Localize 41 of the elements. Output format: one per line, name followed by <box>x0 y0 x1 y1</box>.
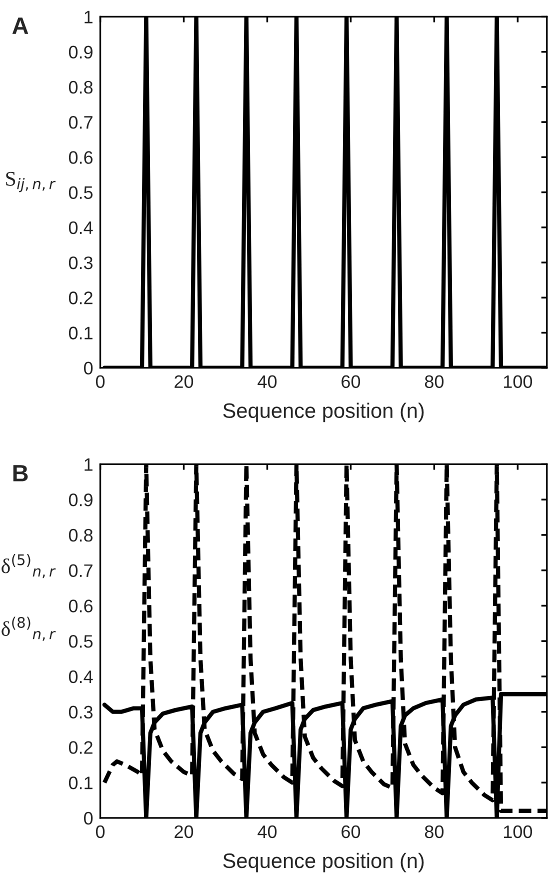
x-tick-label: 100 <box>504 375 532 388</box>
x-tick-label: 100 <box>504 825 532 838</box>
y-tick-label: 1 <box>84 10 92 24</box>
y-tick-label: 0.6 <box>68 151 93 164</box>
x-tick-label: 60 <box>342 825 360 838</box>
x-tick-label: 80 <box>424 375 444 388</box>
x-axis-title: Sequence position (n) <box>223 852 424 872</box>
y-tick-label: 0.3 <box>68 256 93 270</box>
x-tick-label: 0 <box>96 375 105 388</box>
y-tick-label: 0.1 <box>68 326 92 340</box>
x-tick-label: 20 <box>174 825 194 838</box>
x-tick-label: 40 <box>258 375 277 388</box>
text: δ$^{(5)}$$_{n,r}$ δ$^{(8)}$$_{n,r}$ <box>2 554 56 641</box>
y-tick-label: 0.1 <box>68 776 92 790</box>
y-tick-label: 0.7 <box>68 564 92 578</box>
y-tick-label: 0.3 <box>68 706 93 719</box>
y-tick-label: 1 <box>84 458 92 471</box>
y-tick-label: 0.7 <box>68 116 92 129</box>
y-axis-title: S$_{ij,n,r}$ <box>6 172 56 192</box>
y-tick-label: 0.5 <box>68 635 93 648</box>
y-tick-label: 0.2 <box>68 741 92 754</box>
y-tick-label: 0.6 <box>68 600 93 612</box>
y-tick-label: 0.9 <box>68 494 92 506</box>
x-tick-label: 20 <box>174 375 194 388</box>
line-series <box>102 464 547 813</box>
x-tick-label: 80 <box>424 825 444 838</box>
y-tick-label: 0.9 <box>68 46 92 59</box>
y-tick-label: 0 <box>84 362 93 375</box>
y-tick-label: 0.8 <box>68 528 93 542</box>
x-tick-label: 60 <box>342 375 360 388</box>
chart-title: A <box>12 18 28 34</box>
y-tick-label: 0 <box>84 812 93 825</box>
y-tick-label: 0.5 <box>68 186 93 199</box>
y-tick-label: 0.2 <box>68 292 92 304</box>
y-tick-label: 0.4 <box>68 221 93 234</box>
chart-title: B <box>13 465 28 482</box>
x-axis-title: Sequence position (n) <box>223 402 424 422</box>
x-tick-label: 0 <box>96 825 105 838</box>
y-tick-label: 0.8 <box>68 80 93 94</box>
x-tick-label: 40 <box>258 825 277 838</box>
y-tick-label: 0.4 <box>68 670 93 684</box>
